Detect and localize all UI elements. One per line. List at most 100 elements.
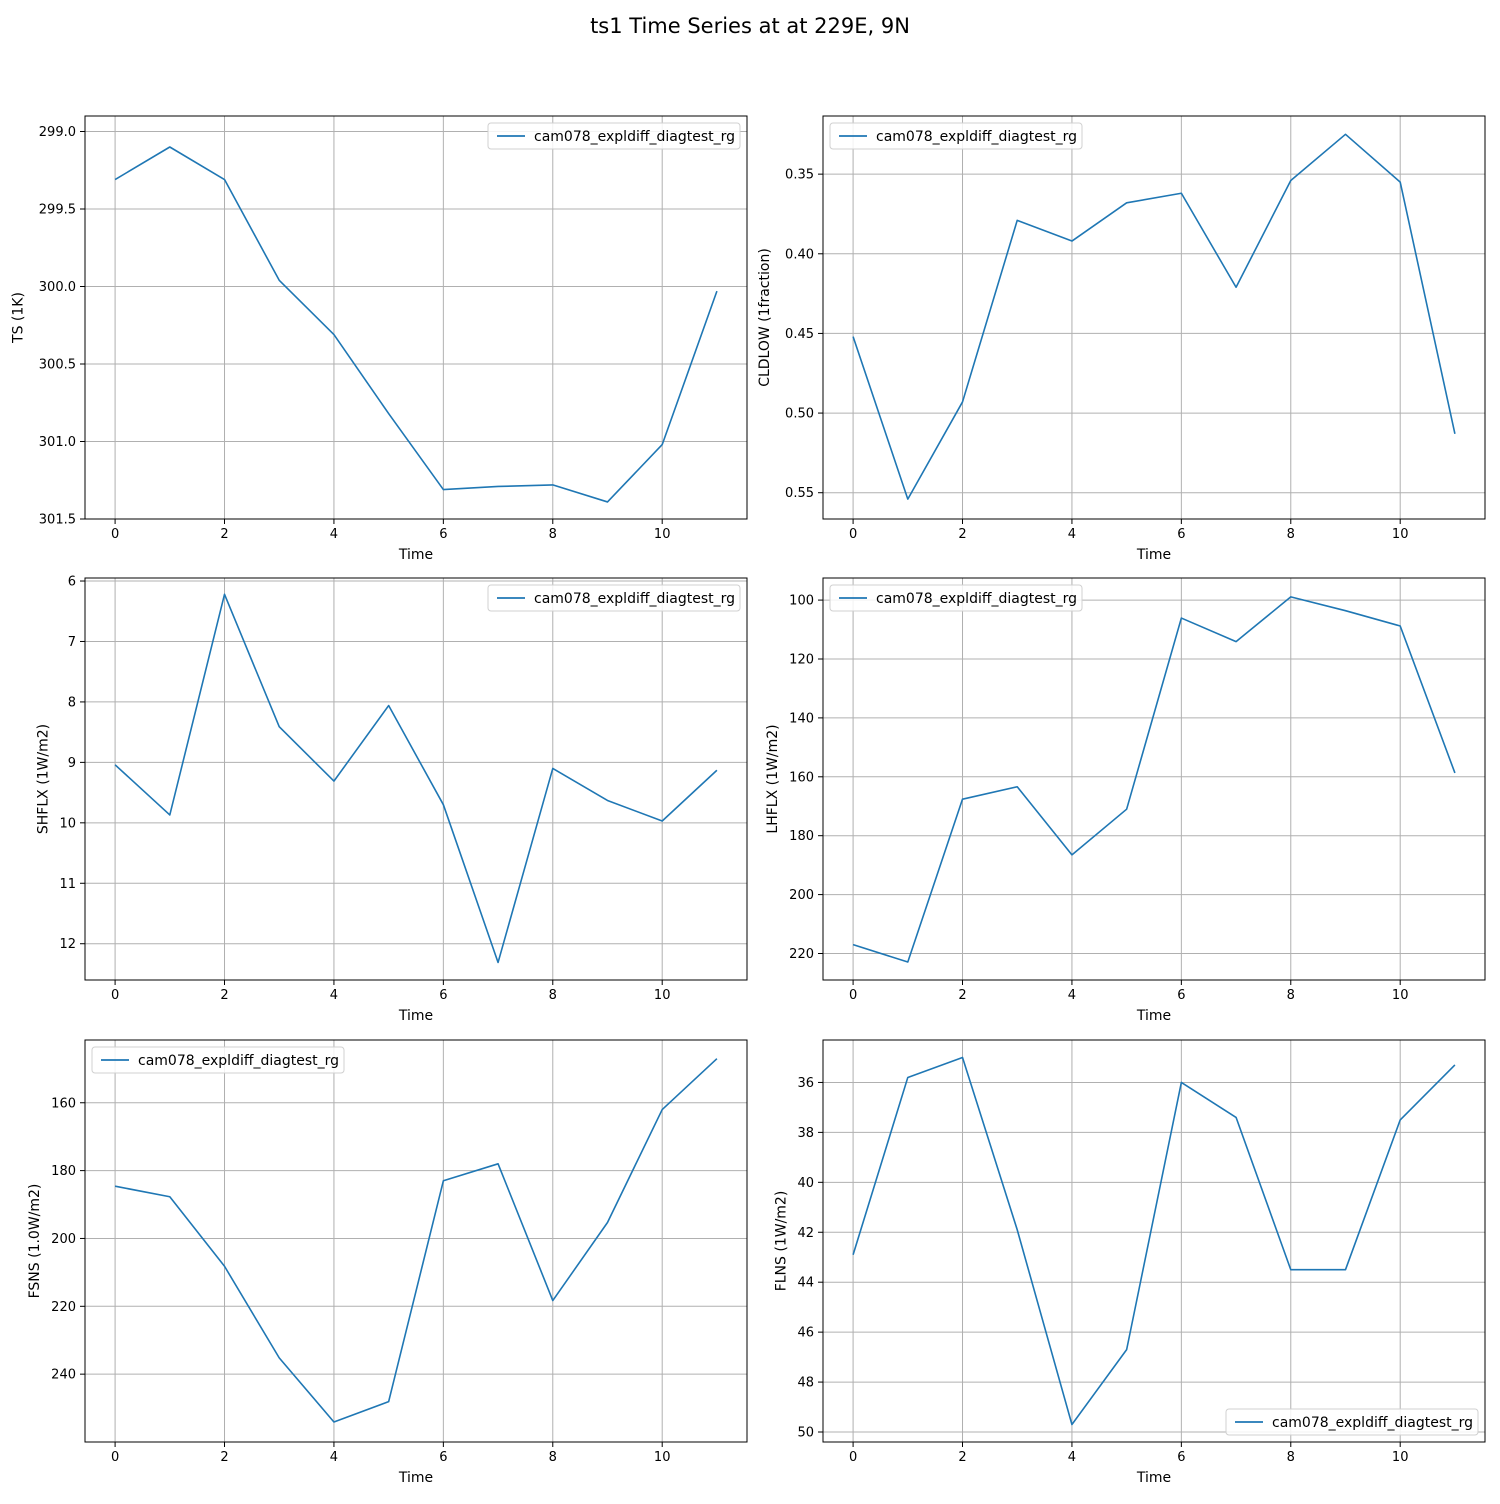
axes-frame — [84, 1039, 748, 1443]
y-axis-label: LHFLX (1W/m2) — [765, 724, 781, 833]
y-tick-label: 200 — [51, 1232, 76, 1247]
x-tick-label: 4 — [330, 1450, 338, 1465]
series-line-1 — [852, 1056, 1456, 1426]
y-tick-label: 12 — [59, 937, 76, 952]
y-tick-label: 0.45 — [785, 327, 814, 342]
y-axis-label: CLDLOW (1fraction) — [757, 248, 773, 387]
subplot-5: 0 2 4 6 8 10 160 180 200 220 240 Time FSNS (1.0W/m2)… — [27, 1039, 748, 1486]
x-tick-label: 10 — [654, 527, 671, 542]
x-tick-label: 10 — [654, 988, 671, 1003]
subplot-2: 0 2 4 6 8 10 0.35 0.40 0.45 0.50 0.55 Time CLDLOW (1… — [757, 115, 1486, 563]
legend-label: cam078_expldiff_diagtest_rg — [534, 129, 735, 145]
y-tick-label: 38 — [797, 1126, 814, 1141]
x-tick-label: 6 — [439, 527, 447, 542]
series-line-1 — [114, 146, 718, 503]
x-tick-label: 0 — [111, 988, 119, 1003]
subplot-1: 0 2 4 6 8 10 299.0 299.5 300.0 300.5 301.0 301.5 Tim… — [11, 115, 748, 563]
axes-frame — [822, 1039, 1486, 1443]
x-tick-label: 2 — [958, 988, 966, 1003]
x-tick-label: 4 — [1068, 1450, 1076, 1465]
y-tick-label: 180 — [51, 1164, 76, 1179]
x-axis-label: Time — [1136, 1008, 1171, 1024]
subplot-3: 0 2 4 6 8 10 6 7 8 9 10 11 12 Time SHFLX (1W/m2) cam078… — [35, 575, 748, 1024]
series-line-1 — [114, 593, 718, 964]
figure-title: ts1 Time Series at at 229E, 9N — [590, 14, 910, 38]
x-tick-label: 4 — [1068, 988, 1076, 1003]
series-line-1 — [114, 1058, 718, 1423]
x-tick-label: 10 — [1392, 527, 1409, 542]
y-tick-label: 8 — [68, 695, 76, 710]
y-tick-label: 50 — [797, 1426, 814, 1441]
x-tick-label: 0 — [849, 527, 857, 542]
y-tick-label: 36 — [797, 1076, 814, 1091]
x-tick-label: 10 — [1392, 988, 1409, 1003]
legend: cam078_expldiff_diagtest_rg — [829, 122, 1083, 150]
axes-frame — [84, 577, 748, 981]
x-tick-label: 0 — [849, 988, 857, 1003]
x-tick-label: 8 — [1287, 988, 1295, 1003]
series-line-1 — [852, 133, 1456, 500]
x-tick-label: 2 — [958, 527, 966, 542]
legend-box — [487, 122, 741, 150]
y-tick-label: 48 — [797, 1376, 814, 1391]
x-tick-label: 0 — [111, 1450, 119, 1465]
y-tick-label: 180 — [789, 829, 814, 844]
legend: cam078_expldiff_diagtest_rg — [487, 122, 741, 150]
legend: cam078_expldiff_diagtest_rg — [487, 584, 741, 612]
y-tick-label: 0.50 — [785, 407, 814, 422]
x-tick-label: 0 — [111, 527, 119, 542]
y-tick-label: 46 — [797, 1326, 814, 1341]
y-tick-label: 120 — [789, 652, 814, 667]
legend: cam078_expldiff_diagtest_rg — [91, 1046, 345, 1074]
y-tick-label: 9 — [68, 756, 76, 771]
x-tick-label: 2 — [220, 527, 228, 542]
legend-label: cam078_expldiff_diagtest_rg — [876, 129, 1077, 145]
legend-label: cam078_expldiff_diagtest_rg — [534, 591, 735, 607]
x-tick-label: 6 — [1177, 988, 1185, 1003]
y-tick-label: 160 — [51, 1096, 76, 1111]
legend-box — [91, 1046, 345, 1074]
legend-box — [1225, 1408, 1479, 1436]
y-axis-label: FSNS (1.0W/m2) — [27, 1184, 43, 1299]
series-line-1 — [852, 596, 1456, 963]
y-axis-label: SHFLX (1W/m2) — [35, 724, 51, 834]
y-tick-label: 299.0 — [39, 125, 76, 140]
x-tick-label: 8 — [1287, 1450, 1295, 1465]
legend-box — [829, 122, 1083, 150]
y-tick-label: 220 — [51, 1300, 76, 1315]
y-tick-label: 300.0 — [39, 280, 76, 295]
x-tick-label: 4 — [330, 527, 338, 542]
legend-label: cam078_expldiff_diagtest_rg — [138, 1053, 339, 1069]
x-tick-label: 0 — [849, 1450, 857, 1465]
subplot-4: 0 2 4 6 8 10 100 120 140 160 180 200 220 Time LHFLX (1… — [765, 577, 1486, 1024]
y-tick-label: 100 — [789, 594, 814, 609]
y-tick-label: 7 — [68, 635, 76, 650]
legend-box — [487, 584, 741, 612]
x-tick-label: 6 — [1177, 1450, 1185, 1465]
y-tick-label: 6 — [68, 575, 76, 590]
x-axis-label: Time — [398, 547, 433, 563]
x-tick-label: 2 — [220, 1450, 228, 1465]
legend-label: cam078_expldiff_diagtest_rg — [876, 591, 1077, 607]
y-tick-label: 11 — [59, 877, 76, 892]
y-tick-label: 301.0 — [39, 435, 76, 450]
x-tick-label: 6 — [439, 1450, 447, 1465]
legend-label: cam078_expldiff_diagtest_rg — [1272, 1415, 1473, 1431]
axes-frame — [822, 577, 1486, 981]
legend: cam078_expldiff_diagtest_rg — [1225, 1408, 1479, 1436]
y-tick-label: 10 — [59, 816, 76, 831]
x-tick-label: 6 — [1177, 527, 1185, 542]
axes-frame — [822, 115, 1486, 520]
y-tick-label: 240 — [51, 1368, 76, 1383]
x-tick-label: 8 — [1287, 527, 1295, 542]
x-tick-label: 8 — [549, 527, 557, 542]
y-axis-label: TS (1K) — [11, 292, 27, 344]
x-tick-label: 4 — [1068, 527, 1076, 542]
y-tick-label: 301.5 — [39, 513, 76, 528]
x-tick-label: 4 — [330, 988, 338, 1003]
y-tick-label: 42 — [797, 1226, 814, 1241]
x-tick-label: 10 — [1392, 1450, 1409, 1465]
x-tick-label: 8 — [549, 988, 557, 1003]
